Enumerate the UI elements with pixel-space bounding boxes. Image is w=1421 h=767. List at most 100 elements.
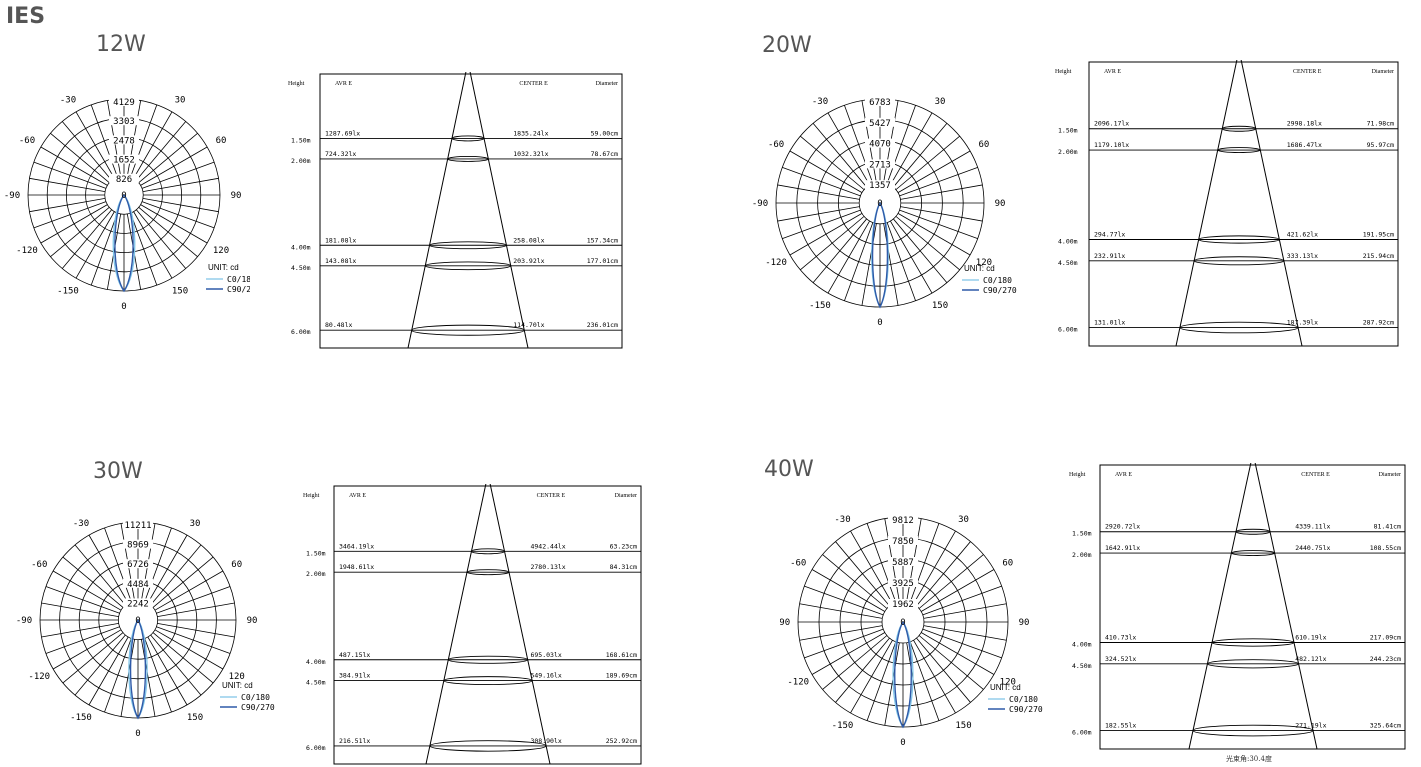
polar-spoke — [800, 216, 865, 271]
polar-spoke — [909, 641, 940, 721]
beam-ellipse — [1192, 724, 1314, 737]
polar-spoke — [906, 642, 922, 726]
row-center: 308.90lx — [530, 737, 561, 745]
beam-ellipse — [1235, 528, 1271, 535]
ring-label-bg — [109, 173, 139, 183]
row-height: 6.00m — [1072, 729, 1092, 737]
polar-spoke — [804, 585, 884, 616]
header-diameter: Diameter — [1379, 472, 1401, 478]
row-height: 4.00m — [1058, 238, 1078, 246]
ring-label-bg — [865, 180, 895, 190]
polar-spoke — [916, 637, 971, 703]
angle-label: 60 — [216, 136, 227, 146]
row-diameter: 84.31cm — [610, 563, 637, 571]
ring-value-label: 826 — [116, 175, 132, 185]
angle-label: -60 — [768, 140, 784, 150]
angle-label: -30 — [73, 519, 89, 529]
row-height: 2.00m — [291, 157, 311, 165]
row-diameter: 78.67cm — [591, 150, 618, 158]
header-avr: AVR E — [1104, 69, 1121, 75]
center-zero-label: 0 — [121, 191, 126, 201]
polar-spoke — [52, 570, 122, 611]
polar-spoke — [913, 639, 956, 714]
beam-ellipse — [443, 676, 533, 686]
row-center: 114.70lx — [513, 321, 544, 329]
polar-spoke — [811, 632, 886, 675]
row-center: 4942.44lx — [530, 542, 565, 550]
cone-diagram-30w: Height AVR E CENTER E Diameter 1.50m 3464.19l… — [303, 484, 642, 765]
polar-spoke — [782, 209, 861, 239]
polar-grid — [27, 98, 221, 292]
ring-value-label: 3303 — [113, 117, 135, 127]
row-diameter: 236.01cm — [587, 321, 618, 329]
center-zero-label: 0 — [900, 618, 905, 628]
cone-frame — [333, 485, 642, 765]
polar-spoke — [920, 632, 995, 675]
polar-spoke — [811, 569, 886, 612]
polar-spoke — [913, 530, 956, 605]
row-center: 203.92lx — [513, 257, 544, 265]
polar-spoke — [52, 629, 122, 670]
polar-spoke — [144, 527, 172, 602]
row-center: 2998.18lx — [1287, 120, 1322, 128]
row-avr: 1179.10lx — [1094, 141, 1129, 149]
polar-spoke — [154, 570, 224, 611]
legend-c0-label: C0/180 — [1009, 695, 1038, 704]
ring-label-bg — [865, 138, 895, 148]
polar-spoke — [827, 220, 870, 294]
row-center: 482.12lx — [1295, 655, 1326, 663]
angle-label: 60 — [231, 560, 242, 570]
angle-label: 120 — [229, 672, 245, 682]
polar-spoke — [62, 632, 124, 684]
row-diameter: 95.97cm — [1367, 141, 1394, 149]
ring-label-bg — [888, 599, 918, 608]
angle-label: -30 — [812, 97, 828, 107]
polar-spoke — [799, 625, 883, 641]
ring-value-label: 4129 — [113, 98, 135, 108]
legend-c90-label: C90/270 — [227, 285, 250, 294]
row-avr: 487.15lx — [339, 651, 370, 659]
polar-spoke — [141, 639, 156, 717]
c90-270-curve — [114, 193, 134, 293]
polar-spoke — [812, 123, 867, 188]
polar-spoke — [150, 544, 202, 606]
legend-c0-label: C0/180 — [983, 276, 1012, 285]
angle-label: 60 — [1002, 559, 1013, 569]
row-height: 6.00m — [306, 744, 326, 752]
ring-label-bg — [865, 159, 895, 169]
angle-label: 150 — [932, 301, 948, 311]
ring-label-bg — [888, 515, 918, 524]
angle-label: -150 — [832, 721, 854, 731]
row-center: 2440.75lx — [1295, 544, 1330, 552]
polar-spoke — [152, 632, 214, 684]
angle-label: 30 — [175, 96, 186, 106]
polar-spoke — [147, 636, 188, 706]
polar-spoke — [104, 638, 132, 713]
angle-label: -120 — [28, 672, 50, 682]
beam-angle-note: 光束角:30.4度 — [1226, 755, 1272, 763]
row-center: 1835.24lx — [513, 129, 548, 137]
polar-spoke — [75, 211, 115, 279]
ring-value-label: 9812 — [892, 516, 914, 526]
header-height: Height — [288, 81, 305, 87]
row-center: 2780.13lx — [530, 563, 565, 571]
angle-label: -90 — [752, 199, 768, 209]
polar-spoke — [33, 201, 107, 229]
beam-ellipse — [424, 261, 512, 271]
row-height: 4.00m — [1072, 641, 1092, 649]
polar-spoke — [812, 218, 867, 283]
row-diameter: 325.64cm — [1370, 722, 1401, 730]
beam-ellipse — [1217, 147, 1261, 153]
angle-label: 90 — [995, 199, 1006, 209]
legend-unit: UNIT: cd — [964, 264, 995, 273]
cone-frame — [319, 73, 623, 349]
polar-spoke — [40, 204, 108, 244]
polar-spoke — [866, 523, 897, 603]
polar-spoke — [900, 206, 983, 222]
angle-label: 30 — [958, 515, 969, 525]
polar-spoke — [90, 104, 118, 178]
row-height: 1.50m — [1058, 127, 1078, 135]
row-diameter: 191.95cm — [1363, 231, 1394, 239]
ring-label-bg — [109, 135, 139, 145]
polar-spoke — [920, 569, 995, 612]
